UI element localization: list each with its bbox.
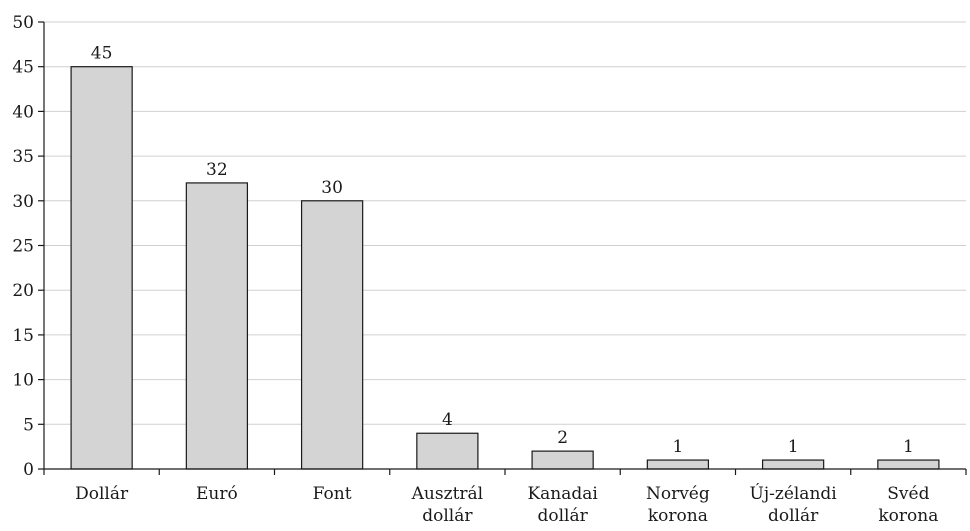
y-tick-label: 20 (12, 281, 34, 301)
x-axis: Dollár Euró Font Ausztrál dollár Kanadai dollá… (43, 468, 967, 526)
data-label: 1 (788, 437, 799, 457)
y-tick-label: 35 (12, 147, 34, 167)
y-tick-label: 15 (12, 326, 34, 346)
bar (877, 459, 940, 470)
y-tick-label: 10 (12, 371, 34, 391)
y-tick-label: 30 (12, 192, 34, 212)
x-tick-label: Kanadai dollár (527, 484, 598, 526)
bar (761, 459, 825, 470)
data-label: 1 (672, 437, 683, 457)
data-label: 4 (442, 410, 453, 430)
y-tick-label: 0 (23, 460, 34, 480)
y-tick-label: 50 (12, 13, 34, 33)
x-tick-label: Font (313, 484, 352, 504)
x-tick-label: Dollár (75, 484, 129, 504)
bar (70, 66, 133, 470)
bar (185, 182, 249, 470)
data-label: 32 (206, 160, 228, 180)
y-tick-label: 45 (12, 58, 34, 78)
data-label: 2 (557, 428, 568, 448)
data-label: 30 (321, 178, 343, 198)
gridlines (44, 21, 966, 425)
data-label: 1 (903, 437, 914, 457)
x-tick-label: Euró (196, 484, 238, 504)
bar (300, 200, 364, 470)
bar (646, 459, 710, 470)
y-axis: 0 5 10 15 20 25 30 35 40 45 50 (12, 13, 45, 480)
x-tick-label: Ausztrál dollár (411, 484, 483, 526)
x-tick-label: Svéd korona (878, 484, 938, 526)
x-tick-label: Új-zélandi dollár (750, 483, 838, 526)
data-label: 45 (91, 44, 113, 64)
x-tick-label: Norvég korona (646, 484, 710, 526)
bar (416, 432, 479, 470)
y-tick-label: 40 (12, 102, 34, 122)
y-tick-label: 25 (12, 237, 34, 257)
bars: 45 32 30 4 2 1 1 1 (70, 44, 940, 470)
bar (531, 450, 594, 470)
y-tick-label: 5 (23, 415, 34, 435)
